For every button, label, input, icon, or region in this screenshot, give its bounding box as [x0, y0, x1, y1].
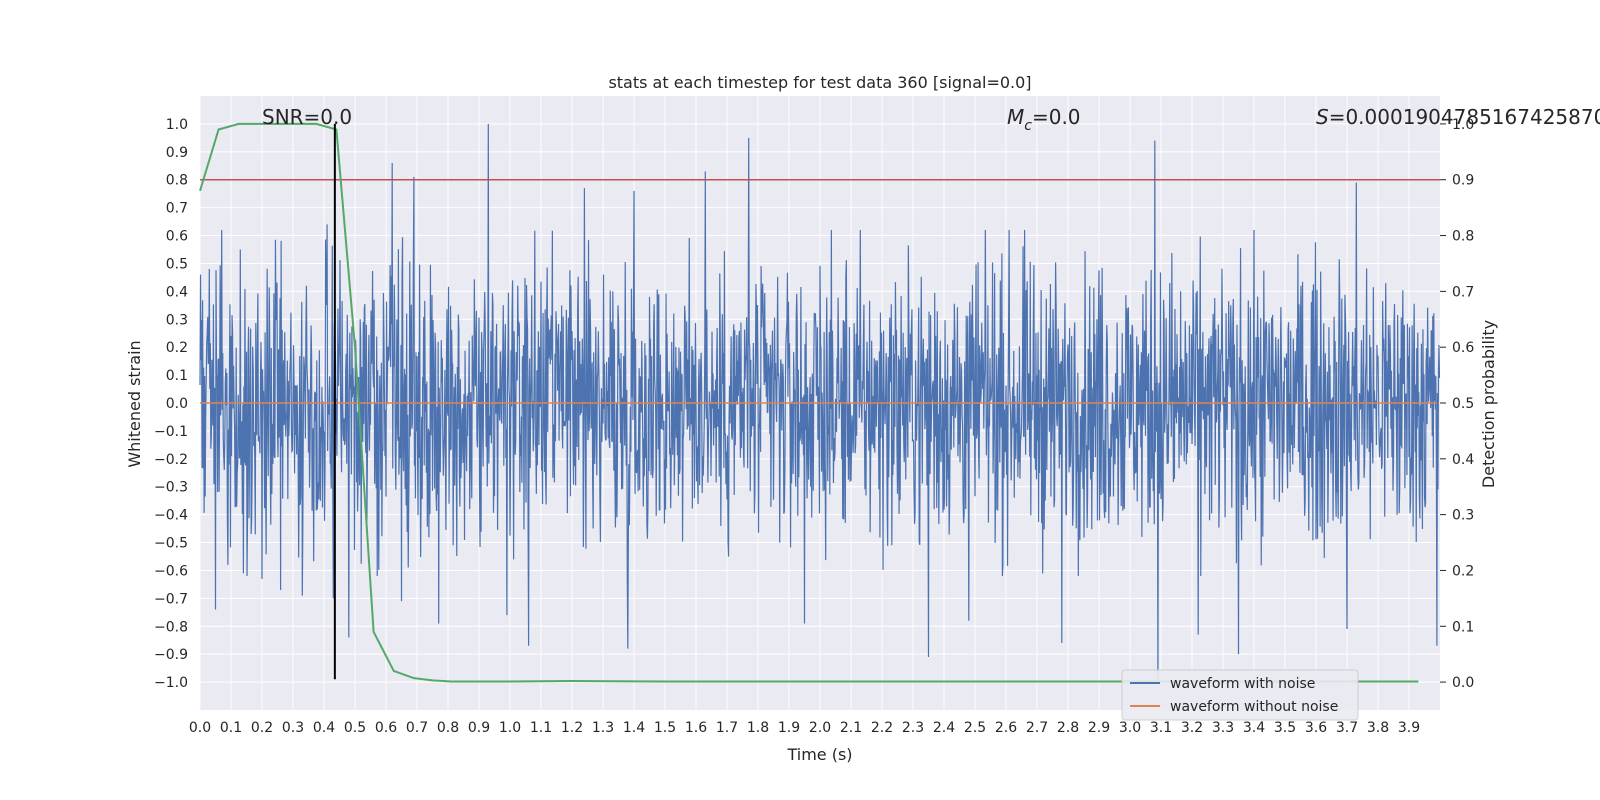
- y-tick-label: −0.6: [154, 563, 188, 579]
- y2-axis-label: Detection probability: [1479, 320, 1498, 488]
- x-tick-label: 2.3: [902, 720, 924, 736]
- y-tick-label: 0.4: [166, 284, 188, 300]
- y-axis-label: Whitened strain: [125, 340, 144, 467]
- legend-label-clean: waveform without noise: [1170, 699, 1338, 715]
- x-tick-label: 3.7: [1336, 720, 1358, 736]
- y-tick-label: −0.2: [154, 452, 188, 468]
- legend-label-noise: waveform with noise: [1170, 676, 1315, 692]
- y-tick-label: 0.7: [166, 201, 188, 217]
- y-tick-label: 0.6: [166, 229, 188, 245]
- y-tick-labels: 1.0 0.9 0.8 0.7 0.6 0.5 0.4 0.3 0.2 0.1 0.0 −0.1 −0.…: [154, 117, 188, 691]
- y-tick-label: 1.0: [166, 117, 188, 133]
- x-tick-labels: 0.0 0.1 0.2 0.3 0.4 0.5 0.6 0.7 0.8 0.9 1.0 1.1 1.2 1…: [189, 720, 1420, 736]
- y2-tick-label: 0.3: [1452, 508, 1474, 524]
- x-axis-label: Time (s): [786, 745, 852, 764]
- x-tick-label: 0.4: [313, 720, 335, 736]
- snr-annotation: SNR=0.0: [262, 105, 352, 129]
- y-tick-label: −1.0: [154, 675, 188, 691]
- x-tick-label: 2.0: [809, 720, 831, 736]
- y-tick-label: −0.7: [154, 591, 188, 607]
- x-tick-label: 0.8: [437, 720, 459, 736]
- x-tick-label: 0.5: [344, 720, 366, 736]
- x-tick-label: 1.7: [716, 720, 738, 736]
- x-tick-label: 3.4: [1243, 720, 1265, 736]
- noise-trace: [199, 123, 1441, 683]
- x-tick-label: 2.9: [1088, 720, 1110, 736]
- x-tick-label: 2.4: [933, 720, 955, 736]
- y-tick-label: 0.2: [166, 340, 188, 356]
- y2-tick-labels: 1.0 0.9 0.8 0.7 0.6 0.5 0.4 0.3 0.2 0.1 0.0: [1440, 117, 1474, 691]
- y-tick-label: 0.8: [166, 173, 188, 189]
- y2-tick-label: 0.8: [1452, 229, 1474, 245]
- x-tick-label: 3.6: [1305, 720, 1327, 736]
- x-tick-label: 1.9: [778, 720, 800, 736]
- x-tick-label: 2.2: [871, 720, 893, 736]
- y-tick-label: 0.5: [166, 256, 188, 272]
- x-tick-label: 2.1: [840, 720, 862, 736]
- x-tick-label: 0.6: [375, 720, 397, 736]
- x-tick-label: 1.3: [592, 720, 614, 736]
- x-tick-label: 0.2: [251, 720, 273, 736]
- y2-tick-label: 0.7: [1452, 284, 1474, 300]
- x-tick-label: 3.5: [1274, 720, 1296, 736]
- x-tick-label: 2.6: [995, 720, 1017, 736]
- y-tick-label: 0.1: [166, 368, 188, 384]
- x-tick-label: 3.0: [1119, 720, 1141, 736]
- y2-tick-label: 0.0: [1452, 675, 1474, 691]
- x-tick-label: 0.9: [468, 720, 490, 736]
- x-tick-label: 2.8: [1057, 720, 1079, 736]
- x-tick-label: 1.8: [747, 720, 769, 736]
- x-tick-label: 3.8: [1367, 720, 1389, 736]
- x-tick-label: 3.2: [1181, 720, 1203, 736]
- x-tick-label: 3.1: [1150, 720, 1172, 736]
- x-tick-label: 0.7: [406, 720, 428, 736]
- x-tick-label: 3.9: [1398, 720, 1420, 736]
- y2-tick-label: 0.9: [1452, 173, 1474, 189]
- y2-tick-label: 0.2: [1452, 563, 1474, 579]
- y2-tick-label: 0.5: [1452, 396, 1474, 412]
- x-tick-label: 1.6: [685, 720, 707, 736]
- chart-title: stats at each timestep for test data 360…: [608, 73, 1031, 92]
- y-tick-label: −0.8: [154, 619, 188, 635]
- waveform-with-noise-line: [199, 123, 1441, 683]
- chirp-mass-annotation: Mc=0.0: [1007, 105, 1081, 134]
- x-tick-label: 2.7: [1026, 720, 1048, 736]
- x-tick-label: 0.1: [220, 720, 242, 736]
- detection-probability-line: [199, 122, 1419, 683]
- x-tick-label: 3.3: [1212, 720, 1234, 736]
- x-tick-label: 1.1: [530, 720, 552, 736]
- y-tick-label: −0.4: [154, 508, 188, 524]
- y2-tick-label: 1.0: [1452, 117, 1474, 133]
- x-tick-label: 1.5: [654, 720, 676, 736]
- y-tick-label: 0.3: [166, 312, 188, 328]
- x-tick-label: 0.3: [282, 720, 304, 736]
- x-tick-label: 0.0: [189, 720, 211, 736]
- y-tick-label: −0.1: [154, 424, 188, 440]
- x-tick-label: 1.2: [561, 720, 583, 736]
- s-value-annotation: S=0.00019047851674258709: [1316, 105, 1600, 129]
- y-tick-label: 0.9: [166, 145, 188, 161]
- x-tick-label: 1.0: [499, 720, 521, 736]
- x-tick-label: 1.4: [623, 720, 645, 736]
- legend-box: [1121, 669, 1359, 721]
- y-tick-label: −0.5: [154, 536, 188, 552]
- y-tick-label: −0.3: [154, 480, 188, 496]
- y-tick-label: 0.0: [166, 396, 188, 412]
- legend: waveform with noise waveform without noi…: [1121, 669, 1359, 721]
- y2-tick-label: 0.1: [1452, 619, 1474, 635]
- x-tick-label: 2.5: [964, 720, 986, 736]
- y2-tick-label: 0.6: [1452, 340, 1474, 356]
- y2-tick-label: 0.4: [1452, 452, 1474, 468]
- y-tick-label: −0.9: [154, 647, 188, 663]
